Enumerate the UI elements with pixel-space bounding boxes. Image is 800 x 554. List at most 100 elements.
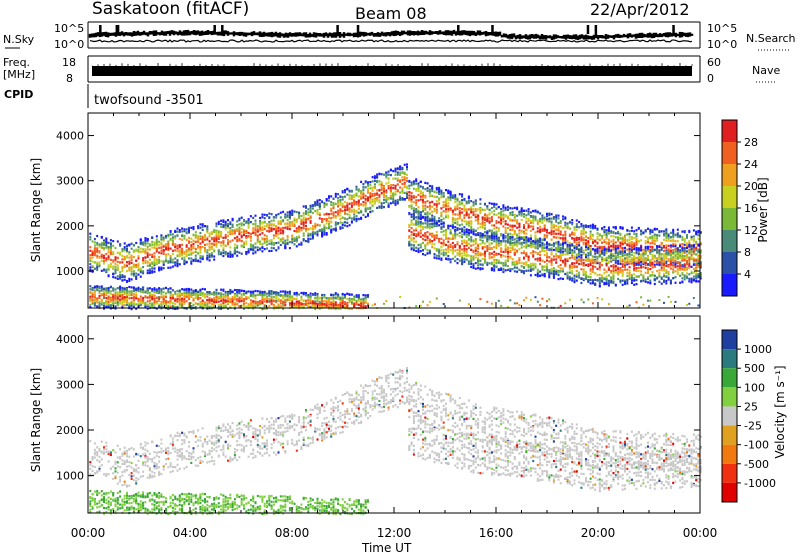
power-cell — [114, 291, 117, 294]
power-cell — [454, 249, 457, 252]
power-cell — [344, 212, 346, 215]
power-cell — [367, 182, 369, 185]
power-cell — [155, 244, 158, 247]
power-cell — [348, 194, 351, 197]
power-cell — [146, 255, 149, 258]
power-cell — [348, 307, 351, 310]
power-cell — [123, 298, 126, 301]
power-cell — [233, 252, 236, 255]
power-cell — [123, 246, 126, 249]
power-cell — [123, 296, 126, 299]
power-cell — [362, 196, 365, 199]
power-cell — [367, 214, 369, 217]
power-cell — [256, 228, 259, 231]
power-cell — [268, 212, 271, 215]
power-cell — [153, 291, 156, 294]
power-cell — [93, 304, 96, 307]
power-cell — [192, 242, 195, 245]
power-cell — [316, 299, 319, 302]
power-cell — [284, 290, 287, 293]
power-cell — [213, 292, 216, 295]
power-cell — [412, 216, 415, 219]
power-cell — [490, 206, 493, 210]
power-cell — [348, 213, 351, 216]
power-cell — [259, 222, 262, 225]
power-cell — [341, 226, 344, 229]
power-cell — [311, 225, 314, 228]
power-cell — [458, 193, 461, 196]
power-cell — [330, 305, 333, 308]
power-cell — [259, 303, 262, 306]
power-cell — [360, 195, 363, 198]
power-cell — [89, 303, 92, 306]
power-cell — [224, 298, 227, 301]
power-cell — [451, 223, 454, 226]
power-cell — [229, 252, 232, 255]
power-cell — [520, 229, 523, 232]
power-cell — [408, 197, 411, 200]
power-cell — [227, 223, 229, 226]
power-cell — [293, 306, 296, 309]
power-cell — [210, 254, 213, 257]
power-cell — [507, 255, 509, 258]
power-cell — [96, 285, 99, 288]
power-cell — [461, 242, 464, 245]
power-cell — [295, 218, 298, 221]
power-cell — [288, 291, 291, 294]
power-cell — [252, 300, 255, 303]
power-cell — [165, 304, 167, 307]
power-cell — [364, 197, 367, 201]
power-cell — [403, 175, 406, 179]
power-cell — [477, 247, 480, 250]
power-cell — [286, 222, 289, 225]
power-cell — [181, 297, 184, 300]
power-cell — [220, 288, 223, 291]
power-cell — [442, 253, 445, 256]
power-cell — [153, 260, 156, 263]
power-cell — [105, 270, 108, 273]
power-cell — [447, 246, 450, 249]
power-cell — [369, 206, 372, 209]
power-cell — [318, 228, 321, 232]
power-cell — [445, 208, 447, 211]
power-cell — [334, 292, 337, 295]
power-cell — [126, 298, 128, 301]
power-cell — [89, 263, 92, 266]
power-cell — [412, 215, 415, 218]
power-cell — [311, 207, 314, 210]
power-cell — [477, 232, 480, 235]
power-cell — [458, 217, 461, 220]
power-cell — [493, 240, 496, 243]
power-cell — [321, 232, 324, 235]
power-cell — [339, 296, 342, 299]
power-cell — [220, 244, 223, 247]
power-cell — [123, 292, 126, 295]
power-cell — [261, 293, 264, 296]
power-cell — [190, 260, 193, 263]
power-cell — [309, 296, 312, 299]
power-cell — [137, 249, 140, 252]
power-cell — [238, 291, 241, 294]
power-cell — [158, 240, 161, 243]
power-cell — [440, 213, 443, 216]
power-cell — [454, 245, 457, 249]
power-cell — [199, 251, 202, 254]
power-cell — [155, 260, 158, 263]
power-cell — [371, 200, 374, 203]
power-cell — [307, 299, 310, 302]
power-cell — [266, 247, 268, 250]
power-cell — [479, 253, 482, 256]
power-cell — [100, 292, 103, 296]
power-cell — [206, 227, 209, 230]
power-cell — [213, 258, 216, 261]
power-cell — [484, 255, 486, 258]
power-cell — [495, 239, 498, 242]
power-cell — [412, 244, 415, 247]
power-cell — [220, 307, 223, 310]
power-cell — [215, 234, 218, 237]
power-cell — [504, 255, 507, 258]
power-cell — [197, 296, 200, 299]
power-cell — [259, 290, 262, 293]
power-cell — [314, 308, 317, 311]
power-cell — [399, 186, 402, 189]
